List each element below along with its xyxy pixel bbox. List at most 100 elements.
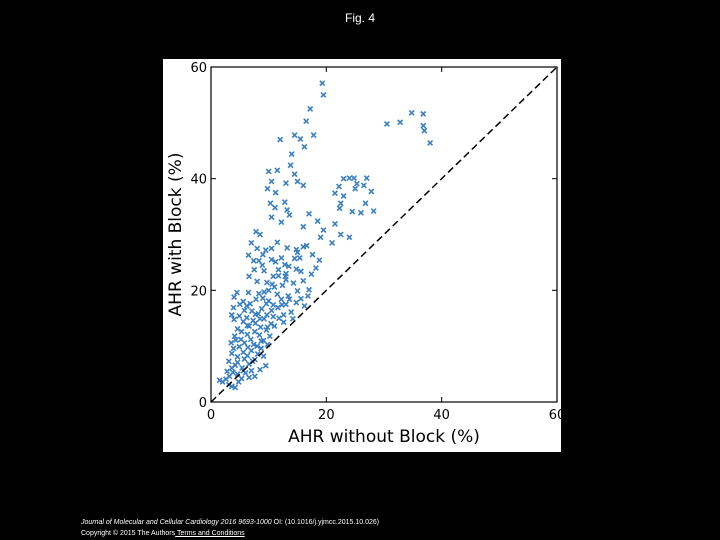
scatter-point [340, 193, 347, 199]
scatter-point [261, 267, 268, 274]
scatter-point [272, 258, 279, 265]
scatter-point [246, 273, 253, 280]
scatter-point [288, 309, 295, 316]
scatter-point [303, 242, 310, 249]
scatter-point [293, 246, 300, 253]
copyright-text: Copyright © 2015 The Authors [81, 530, 176, 537]
scatter-point [337, 231, 344, 238]
copyright-line: Copyright © 2015 The Authors Terms and C… [81, 528, 379, 539]
scatter-point [245, 252, 252, 259]
scatter-point [280, 319, 287, 326]
scatter-point [319, 80, 326, 87]
scatter-point [260, 353, 267, 360]
scatter-point [228, 364, 235, 371]
scatter-point [265, 287, 272, 294]
terms-and-conditions-link[interactable]: Terms and Conditions [175, 530, 245, 537]
scatter-point [262, 362, 269, 369]
scatter-point [291, 171, 298, 178]
scatter-point [346, 234, 353, 241]
scatter-point [228, 311, 235, 318]
scatter-point [291, 132, 298, 139]
scatter-point [278, 301, 285, 308]
scatter-point [332, 220, 338, 227]
scatter-point [265, 168, 272, 175]
scatter-point [278, 296, 285, 303]
scatter-point [291, 255, 298, 262]
scatter-point [278, 254, 285, 261]
scatter-point [274, 239, 281, 246]
x-tick-label: 0 [207, 408, 215, 423]
scatter-point [268, 256, 275, 263]
scatter-point [281, 199, 288, 206]
plot-frame [210, 66, 558, 403]
scatter-point [337, 200, 344, 207]
scatter-point [274, 167, 281, 174]
scatter-point [349, 208, 356, 215]
scatter-point [346, 175, 353, 182]
scatter-point [287, 162, 294, 169]
scatter-point [297, 136, 304, 142]
scatter-point [277, 136, 284, 143]
scatter-point [216, 377, 223, 384]
scatter-point [244, 352, 251, 359]
scatter-point [219, 378, 226, 385]
scatter-point [254, 278, 261, 285]
scatter-point [234, 353, 241, 360]
scatter-point [225, 358, 232, 365]
scatter-point [245, 289, 252, 296]
scatter-point [268, 307, 275, 314]
scatter-point [251, 328, 258, 335]
scatter-point [231, 294, 238, 300]
figure-footer: Journal of Molecular and Cellular Cardio… [81, 517, 379, 539]
scatter-point [234, 359, 241, 366]
scatter-point [259, 295, 266, 302]
scatter-point [263, 279, 270, 286]
scatter-point [288, 151, 295, 158]
x-tick-label: 60 [549, 408, 561, 423]
scatter-point [230, 345, 237, 352]
scatter-chart: 0 20 40 60 0 20 40 60 AHR without Block (%) AHR… [166, 61, 565, 447]
scatter-point [316, 257, 323, 264]
scatter-point [309, 251, 316, 258]
scatter-point [270, 313, 277, 320]
scatter-point [293, 299, 300, 306]
scatter-point [236, 313, 243, 319]
scatter-point [233, 289, 240, 296]
scatter-point [258, 345, 265, 352]
scatter-point [254, 343, 261, 350]
scatter-point [284, 206, 291, 213]
scatter-point [231, 333, 238, 340]
scatter-point [258, 305, 265, 312]
scatter-point [236, 343, 243, 350]
scatter-point [257, 315, 263, 322]
scatter-point [304, 292, 311, 299]
scatter-point [259, 262, 266, 269]
scatter-point [253, 296, 259, 303]
scatter-point [274, 304, 281, 311]
scatter-point [275, 272, 282, 279]
scatter-point [420, 122, 427, 129]
scatter-point [263, 311, 270, 318]
scatter-point [230, 304, 237, 311]
scatter-point [294, 178, 301, 185]
scatter-point [310, 132, 317, 139]
scatter-point [276, 315, 283, 322]
scatter-point [286, 296, 293, 303]
scatter-point [357, 209, 364, 216]
scatter-point [259, 251, 266, 258]
scatter-point [301, 143, 308, 150]
scatter-point [290, 280, 297, 287]
scatter-point [248, 347, 255, 354]
scatter-point [232, 337, 239, 343]
scatter-point [266, 333, 273, 340]
scatter-point [351, 175, 357, 182]
scatter-point [268, 178, 275, 185]
scatter-point [300, 277, 307, 284]
scatter-point [231, 316, 238, 323]
scatter-point [243, 303, 250, 309]
scatter-point [353, 180, 360, 187]
scatter-point [272, 204, 278, 211]
scatter-point [278, 219, 285, 226]
scatter-point [238, 328, 245, 335]
scatter-point [253, 228, 259, 235]
